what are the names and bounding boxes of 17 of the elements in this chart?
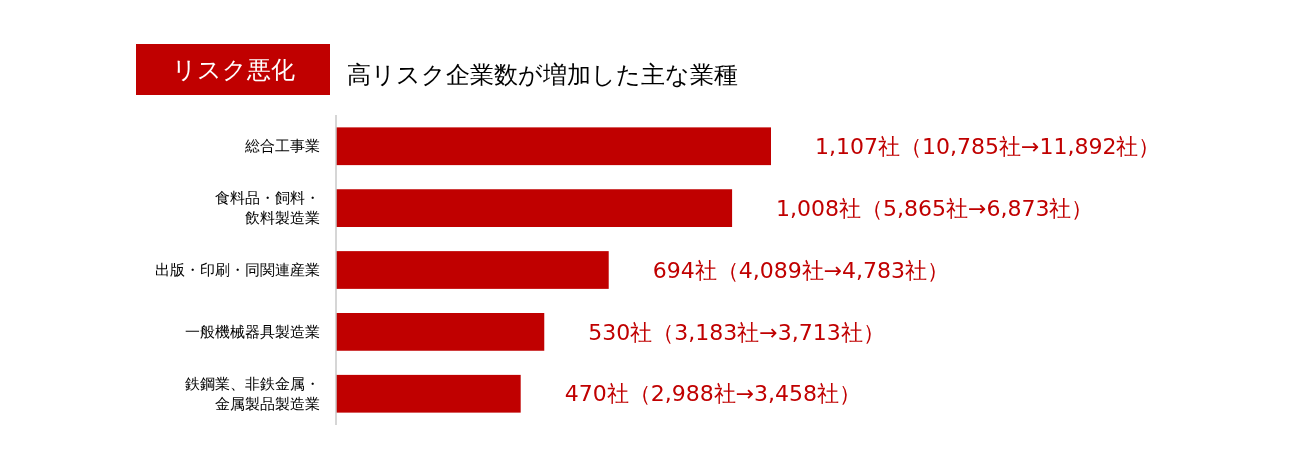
data-label: 1,008社（5,865社→6,873社） [776, 195, 1094, 221]
y-tick-label: 食料品・飼料・飲料製造業 [215, 189, 320, 228]
data-label: 694社（4,089社→4,783社） [652, 257, 950, 283]
y-tick-label: 総合工事業 [244, 137, 320, 156]
y-tick-label: 鉄鋼業、非鉄金属・金属製品製造業 [185, 375, 320, 413]
y-tick-label: 一般機械器具製造業 [185, 323, 320, 342]
data-label: 1,107社（10,785社→11,892社） [815, 133, 1161, 159]
bar [336, 127, 771, 166]
chart-title: リスク悪化 [171, 56, 295, 85]
bar [336, 189, 733, 227]
data-label: 530社（3,183社→3,713社） [588, 319, 885, 345]
y-tick-label: 出版・印刷・同関連産業 [155, 261, 320, 280]
bar [336, 313, 545, 351]
chart-subtitle: 高リスク企業数が増加した主な業種 [347, 61, 738, 90]
bar [336, 251, 609, 289]
data-label: 470社（2,988社→3,458社） [564, 381, 862, 407]
bar [336, 374, 521, 413]
